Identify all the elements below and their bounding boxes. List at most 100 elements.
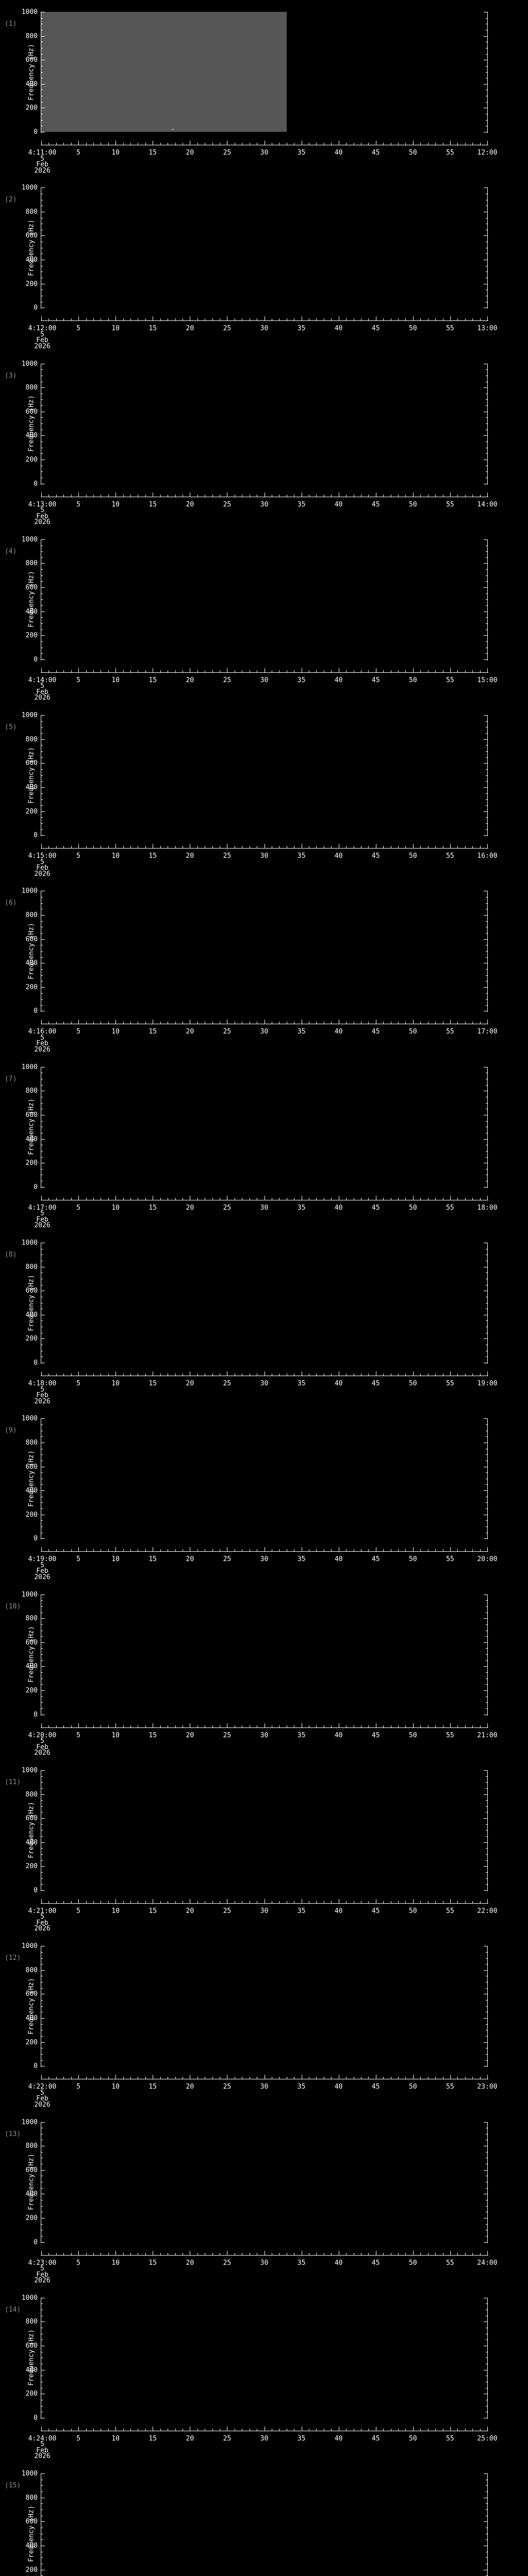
spectrogram-panel: (6) Frequency (Hz) 0 200 400 600 800 1000 4:16:0… — [0, 879, 528, 1055]
y-minor-tick — [486, 120, 487, 121]
x-minor-tick — [86, 846, 87, 849]
x-minor-tick — [472, 1549, 473, 1552]
x-major-tick — [41, 316, 42, 321]
x-minor-tick — [472, 1374, 473, 1376]
y-minor-tick — [41, 1958, 43, 1959]
y-minor-tick — [41, 2503, 43, 2504]
x-minor-tick — [331, 1197, 332, 1200]
x-tick-label: 55 — [446, 1204, 454, 1212]
y-major-tick — [41, 1794, 45, 1795]
x-minor-tick — [108, 143, 109, 145]
x-tick-label: 5 — [76, 500, 80, 509]
y-major-tick — [41, 2473, 45, 2475]
y-tick-label: 1000 — [21, 1415, 38, 1423]
x-minor-tick — [398, 494, 399, 497]
x-tick-label: 50 — [409, 852, 417, 860]
x-minor-tick — [93, 1725, 94, 1727]
x-tick-label: 15 — [148, 325, 157, 333]
y-tick-label: 0 — [34, 832, 38, 840]
y-minor-tick — [41, 101, 43, 103]
x-tick-label-end: 18:00 — [477, 1204, 498, 1212]
y-tick-label: 1000 — [21, 711, 38, 720]
date-label: Feb — [36, 688, 48, 696]
x-tick-label-end: 14:00 — [477, 500, 498, 509]
x-minor-tick — [435, 1549, 436, 1552]
signal-event — [171, 129, 173, 130]
x-minor-tick — [457, 2252, 458, 2255]
x-tick-label: 55 — [446, 676, 454, 684]
x-minor-tick — [405, 318, 406, 321]
y-tick-label: 600 — [25, 1111, 38, 1119]
x-tick-label: 35 — [297, 1907, 306, 1915]
y-minor-tick — [41, 1872, 43, 1873]
spectrogram-panel: (15)Frequency (Hz)020040060080010004:25:… — [0, 2462, 528, 2576]
panel-index-label: (11) — [5, 1778, 21, 1786]
x-minor-tick — [56, 1901, 57, 1903]
x-major-tick — [412, 316, 414, 321]
y-minor-tick — [486, 933, 487, 934]
x-tick-label: 25 — [223, 2083, 232, 2091]
y-minor-tick — [41, 120, 43, 121]
y-minor-tick — [486, 781, 487, 782]
x-minor-tick — [398, 670, 399, 672]
y-minor-tick — [41, 2539, 43, 2540]
date-label: 2026 — [34, 166, 51, 175]
x-tick-label: 5 — [76, 325, 80, 333]
x-minor-tick — [480, 494, 481, 497]
spectrogram-panel: (1) Frequency (Hz) 0 200 400 600 800 1000 4:11:0… — [0, 0, 528, 176]
y-minor-tick — [486, 575, 487, 576]
x-tick-label: 45 — [371, 676, 380, 684]
x-tick-label: 20 — [186, 1028, 194, 1036]
x-minor-tick — [420, 1374, 421, 1376]
x-major-tick — [450, 492, 451, 497]
x-minor-tick — [368, 494, 369, 497]
date-label: Feb — [36, 1743, 48, 1751]
x-minor-tick — [108, 1549, 109, 1552]
panel-index-label: (4) — [5, 547, 17, 555]
x-tick-label: 35 — [297, 149, 306, 157]
y-minor-tick — [486, 1005, 487, 1006]
y-tick-label: 0 — [34, 1183, 38, 1191]
x-minor-tick — [145, 2252, 146, 2255]
y-minor-tick — [41, 1684, 43, 1685]
y-major-tick — [41, 2242, 45, 2243]
x-minor-tick — [435, 2252, 436, 2255]
y-tick-label: 600 — [25, 2342, 38, 2350]
x-minor-tick — [368, 1022, 369, 1024]
y-minor-tick — [41, 1320, 43, 1321]
x-minor-tick — [405, 1725, 406, 1727]
y-major-tick — [41, 1338, 45, 1340]
y-minor-tick — [486, 1660, 487, 1661]
x-minor-tick — [480, 1549, 481, 1552]
time-axis — [41, 1551, 488, 1552]
date-label: Feb — [36, 1919, 48, 1927]
x-minor-tick — [86, 2252, 87, 2255]
x-minor-tick — [383, 318, 384, 321]
x-minor-tick — [316, 318, 317, 321]
x-major-tick — [487, 668, 488, 672]
x-major-tick — [78, 1020, 79, 1024]
x-major-tick — [41, 1195, 42, 1200]
x-major-tick — [450, 1723, 451, 1727]
x-major-tick — [487, 492, 488, 497]
y-major-tick — [484, 1490, 487, 1492]
y-axis-title: Frequency (Hz) — [27, 571, 36, 628]
y-tick-label: 400 — [25, 432, 38, 440]
x-minor-tick — [480, 2428, 481, 2431]
x-minor-tick — [130, 1725, 131, 1727]
x-tick-label-start: 4:20:00 — [28, 1731, 57, 1739]
y-minor-tick — [486, 599, 487, 600]
y-minor-tick — [486, 72, 487, 73]
y-axis-right — [487, 1946, 488, 2067]
x-major-tick — [450, 316, 451, 321]
y-tick-label: 0 — [34, 1007, 38, 1015]
x-minor-tick — [405, 143, 406, 145]
y-major-tick — [484, 235, 487, 236]
y-minor-tick — [41, 2188, 43, 2189]
y-minor-tick — [41, 1005, 43, 1006]
y-major-tick — [41, 2042, 45, 2043]
y-minor-tick — [486, 817, 487, 818]
y-axis-right — [487, 1243, 488, 1364]
x-minor-tick — [86, 1197, 87, 1200]
x-tick-label: 50 — [409, 2083, 417, 2091]
